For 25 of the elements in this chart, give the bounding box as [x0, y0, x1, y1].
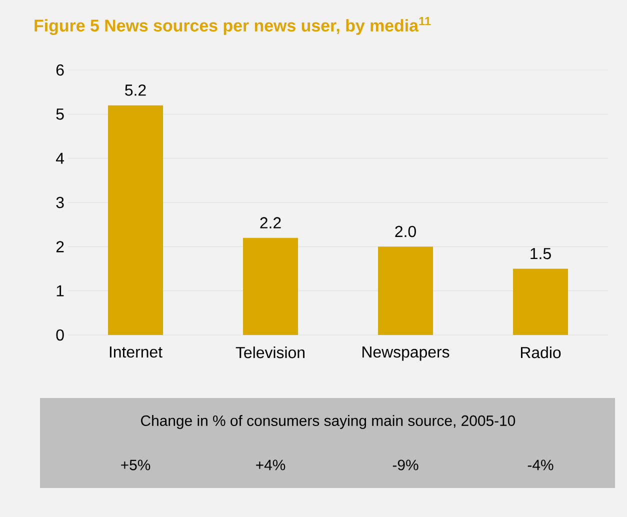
x-tick-label: Television	[236, 346, 304, 358]
text: +4%	[256, 460, 286, 470]
text: -9%	[392, 460, 418, 470]
data-label: 5.2	[125, 84, 146, 96]
y-tick-label: 4	[56, 152, 64, 164]
text: +5%	[121, 460, 150, 470]
bar	[513, 268, 568, 335]
data-label: 1.5	[530, 248, 551, 260]
y-tick-label: 1	[56, 285, 64, 296]
y-tick-label: 5	[56, 108, 64, 120]
bar	[243, 238, 298, 335]
y-tick-label: 3	[56, 196, 64, 208]
data-label: 2.2	[260, 217, 281, 228]
chart-title: Figure 5 News sources per news user, by media$^{11}$	[34, 16, 431, 35]
bar	[108, 105, 164, 335]
y-tick-label: 0	[56, 329, 64, 341]
bar	[378, 246, 434, 335]
x-tick-label: Newspapers	[362, 346, 450, 361]
text: Change in % of consumers saying main source, 2005-10	[141, 415, 516, 429]
data-label: 2.0	[395, 226, 416, 238]
x-tick-label: Internet	[110, 346, 162, 358]
y-tick-label: 6	[56, 64, 64, 76]
x-tick-label: Radio	[520, 346, 561, 358]
text: -4%	[528, 460, 554, 470]
y-tick-label: 2	[56, 241, 64, 252]
